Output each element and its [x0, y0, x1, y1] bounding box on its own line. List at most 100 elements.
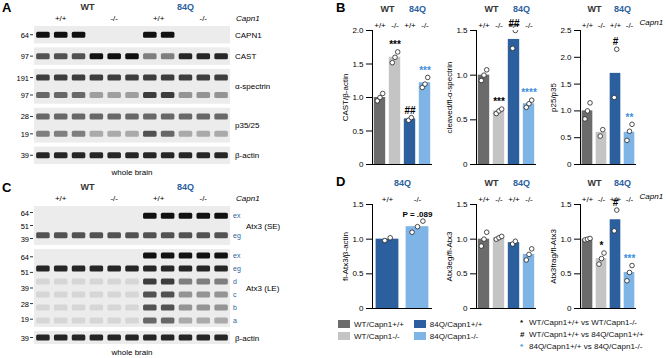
svg-text:#: # [613, 36, 619, 47]
svg-text:fl-Atx3/β-actin: fl-Atx3/β-actin [341, 232, 350, 281]
svg-text:WT: WT [80, 182, 94, 192]
svg-text:19: 19 [21, 130, 29, 139]
svg-text:cleaved/fl-α-spectrin: cleaved/fl-α-spectrin [445, 62, 454, 134]
svg-text:ex: ex [233, 212, 241, 219]
svg-text:28: 28 [21, 300, 29, 309]
svg-text:C: C [2, 180, 12, 195]
svg-text:p25/p35: p25/p35 [549, 82, 558, 111]
svg-text:-/-: -/- [414, 195, 422, 204]
svg-text:1.5: 1.5 [560, 80, 572, 89]
svg-text:39: 39 [21, 334, 29, 343]
svg-text:51: 51 [21, 222, 29, 231]
svg-text:WT: WT [485, 178, 499, 188]
svg-text:-/-: -/- [525, 195, 533, 204]
svg-text:eg: eg [233, 265, 241, 273]
svg-text:84Q: 84Q [614, 4, 631, 14]
svg-text:+/+: +/+ [153, 14, 165, 23]
svg-text:+/+: +/+ [374, 21, 386, 30]
svg-text:39: 39 [21, 151, 29, 160]
svg-text:whole brain: whole brain [111, 348, 153, 357]
svg-text:1.5: 1.5 [456, 200, 468, 209]
svg-text:Capn1: Capn1 [236, 14, 260, 23]
svg-text:84Q: 84Q [513, 178, 530, 188]
svg-text:-/-: -/- [199, 194, 207, 203]
svg-text:64: 64 [21, 253, 29, 262]
svg-text:84Q: 84Q [177, 182, 194, 192]
svg-text:##: ## [508, 18, 520, 29]
svg-text:Capn1: Capn1 [640, 18, 664, 27]
svg-text:CAST: CAST [235, 52, 256, 61]
svg-text:0.5: 0.5 [560, 269, 572, 278]
svg-text:-/-: -/- [110, 14, 118, 23]
svg-text:-/-: -/- [495, 195, 503, 204]
svg-text:WT: WT [381, 4, 395, 14]
svg-text:0.5: 0.5 [560, 133, 572, 142]
svg-text:84Q: 84Q [177, 2, 194, 12]
svg-text:84Q: 84Q [513, 4, 530, 14]
svg-text:**: ** [626, 112, 634, 123]
svg-text:1.5: 1.5 [352, 200, 364, 209]
svg-text:a: a [233, 317, 237, 324]
svg-text:+/+: +/+ [582, 195, 594, 204]
svg-text:84Q: 84Q [409, 4, 426, 14]
svg-text:28: 28 [21, 112, 29, 121]
svg-text:***: *** [493, 96, 505, 107]
svg-text:2.5: 2.5 [560, 26, 572, 35]
svg-text:WT: WT [588, 178, 602, 188]
svg-text:Capn1: Capn1 [640, 192, 664, 201]
svg-text:1.0: 1.0 [560, 106, 572, 115]
svg-text:-/-: -/- [495, 21, 503, 30]
svg-text:1.5: 1.5 [560, 200, 572, 209]
svg-text:64: 64 [21, 209, 29, 218]
svg-text:WT: WT [588, 4, 602, 14]
svg-text:+/+: +/+ [153, 194, 165, 203]
svg-text:97: 97 [21, 91, 29, 100]
svg-text:b: b [233, 304, 237, 311]
svg-text:97: 97 [21, 52, 29, 61]
svg-text:-/-: -/- [110, 194, 118, 203]
svg-text:+/+: +/+ [55, 14, 67, 23]
svg-text:+/+: +/+ [610, 21, 622, 30]
svg-text:-/-: -/- [391, 21, 399, 30]
svg-text:+/+: +/+ [478, 195, 490, 204]
svg-text:0: 0 [567, 160, 572, 169]
svg-text:64: 64 [21, 31, 29, 40]
svg-text:Atx3frag/fl-Atx3: Atx3frag/fl-Atx3 [549, 229, 558, 284]
svg-text:-/-: -/- [598, 21, 606, 30]
svg-text:WT: WT [485, 4, 499, 14]
svg-text:-/-: -/- [525, 21, 533, 30]
svg-text:51: 51 [21, 268, 29, 277]
svg-text:+/+: +/+ [55, 194, 67, 203]
svg-text:***: *** [389, 39, 401, 50]
svg-text:19: 19 [21, 315, 29, 324]
svg-text:***: *** [624, 253, 636, 264]
svg-text:α-spectrin: α-spectrin [235, 82, 270, 91]
svg-text:1.0: 1.0 [560, 235, 572, 244]
svg-text:1.0: 1.0 [352, 235, 364, 244]
svg-text:-/-: -/- [598, 195, 606, 204]
svg-text:CAST/β-actin: CAST/β-actin [341, 74, 350, 122]
svg-text:CAPN1: CAPN1 [235, 31, 262, 40]
svg-text:0.5: 0.5 [456, 115, 468, 124]
svg-text:191: 191 [16, 74, 29, 83]
svg-text:β-actin: β-actin [235, 151, 259, 160]
svg-text:39: 39 [21, 235, 29, 244]
svg-text:Capn1: Capn1 [236, 194, 260, 203]
svg-text:whole brain: whole brain [111, 168, 153, 177]
svg-text:2.0: 2.0 [560, 53, 572, 62]
svg-text:*: * [600, 240, 604, 251]
svg-text:β-actin: β-actin [235, 334, 259, 343]
svg-text:-/-: -/- [421, 21, 429, 30]
svg-text:1.5: 1.5 [352, 60, 364, 69]
svg-text:-/-: -/- [626, 21, 634, 30]
svg-text:+/+: +/+ [382, 195, 394, 204]
svg-text:0.5: 0.5 [456, 269, 468, 278]
svg-text:84Q: 84Q [394, 178, 411, 188]
svg-text:0: 0 [359, 160, 364, 169]
svg-text:Atx3 (LE): Atx3 (LE) [246, 284, 280, 293]
svg-text:#: # [613, 197, 619, 208]
svg-text:WT: WT [80, 2, 94, 12]
svg-text:##: ## [404, 105, 416, 116]
svg-text:d: d [233, 278, 237, 285]
svg-text:0: 0 [463, 304, 468, 313]
